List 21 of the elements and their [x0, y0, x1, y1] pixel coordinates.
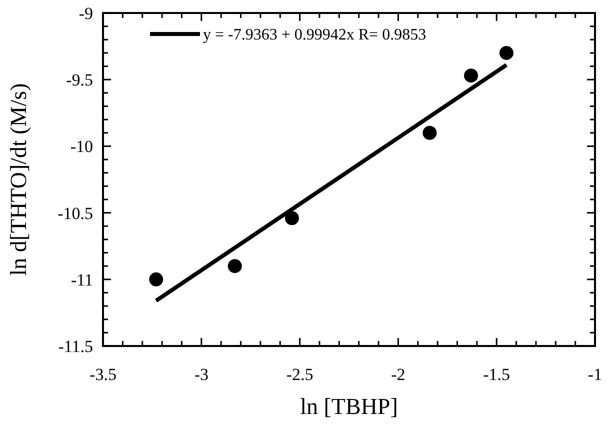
- point: [149, 272, 164, 286]
- y-tick-label: -10.5: [58, 204, 93, 223]
- legend-label: y = -7.9363 + 0.99942x R= 0.9853: [203, 26, 426, 44]
- x-tick-label: -2: [391, 365, 406, 384]
- y-tick-label: -9.5: [66, 70, 93, 90]
- x-tick-label: -1.5: [483, 365, 510, 384]
- y-tick-label: -11: [70, 270, 93, 290]
- y-tick-label: -9: [78, 4, 93, 23]
- y-tick-label: -11.5: [58, 336, 93, 356]
- x-tick-label: -3.5: [90, 365, 116, 384]
- x-tick-label: -3: [194, 365, 208, 384]
- point: [464, 68, 478, 83]
- x-tick-label: -2.5: [286, 365, 314, 384]
- point: [228, 259, 242, 274]
- x-tick-label: -1: [588, 365, 602, 384]
- x-axis-title: ln [TBHP]: [300, 394, 398, 419]
- y-axis-title: ln d[THTO]/dt (M/s): [6, 83, 31, 276]
- point: [422, 126, 437, 140]
- y-tick-label: -10: [70, 137, 93, 156]
- point: [284, 211, 299, 226]
- point: [499, 46, 514, 60]
